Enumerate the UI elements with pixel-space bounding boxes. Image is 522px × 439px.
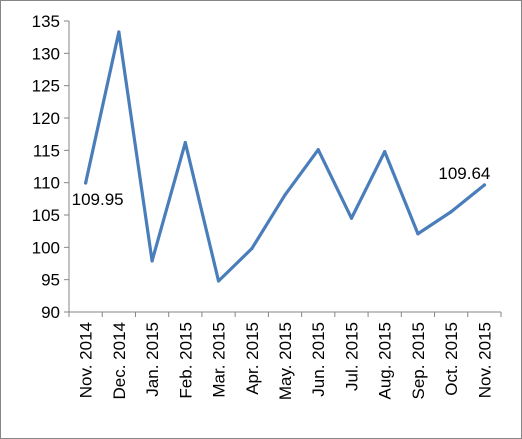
x-tick-label: Jun. 2015 [309, 322, 328, 397]
data-point [150, 259, 154, 263]
x-tick-label: Nov. 2014 [77, 322, 96, 398]
data-point [250, 247, 254, 251]
data-point [183, 140, 187, 145]
data-point [383, 150, 387, 154]
series-line [84, 30, 486, 283]
data-point [349, 216, 354, 220]
x-tick-label: Oct. 2015 [442, 322, 461, 396]
y-tick-label: 105 [32, 206, 60, 225]
data-point [84, 181, 88, 185]
y-tick-label: 120 [32, 109, 60, 128]
y-tick-label: 90 [41, 303, 60, 322]
y-tick-label: 130 [32, 44, 60, 63]
x-tick-label: Nov. 2015 [475, 322, 494, 398]
x-tick-label: Apr. 2015 [243, 322, 262, 395]
data-point [482, 183, 486, 187]
data-point [117, 30, 121, 34]
data-label: 109.64 [438, 164, 490, 183]
data-point [416, 232, 420, 236]
x-axis: Nov. 2014 Dec. 2014 Jan. 2015 Feb. 2015 Mar.… [68, 311, 502, 400]
y-tick-label: 100 [32, 238, 60, 257]
y-tick-label: 115 [33, 141, 60, 160]
x-tick-label: Aug. 2015 [376, 322, 395, 400]
y-tick-label: 135 [32, 12, 60, 31]
x-tick-label: Dec. 2014 [110, 322, 129, 400]
x-tick-label: Sep. 2015 [409, 322, 428, 400]
data-point [449, 210, 453, 214]
data-point [283, 193, 287, 197]
y-tick-label: 95 [41, 271, 60, 290]
data-point [316, 148, 320, 152]
y-tick-label: 125 [32, 77, 60, 96]
data-point [216, 279, 221, 283]
series [84, 30, 486, 283]
x-tick-label: Mar. 2015 [210, 322, 229, 398]
data-label: 109.95 [72, 190, 124, 209]
x-tick-label: Jul. 2015 [342, 322, 361, 391]
x-tick-label: May. 2015 [276, 322, 295, 400]
x-tick-label: Jan. 2015 [143, 322, 162, 397]
y-axis: 90 95 100 105 110 115 120 125 130 135 [32, 12, 70, 322]
data-labels: 109.95 109.64 [72, 164, 491, 209]
x-tick-label: Feb. 2015 [176, 322, 195, 399]
y-tick-label: 110 [33, 174, 60, 193]
